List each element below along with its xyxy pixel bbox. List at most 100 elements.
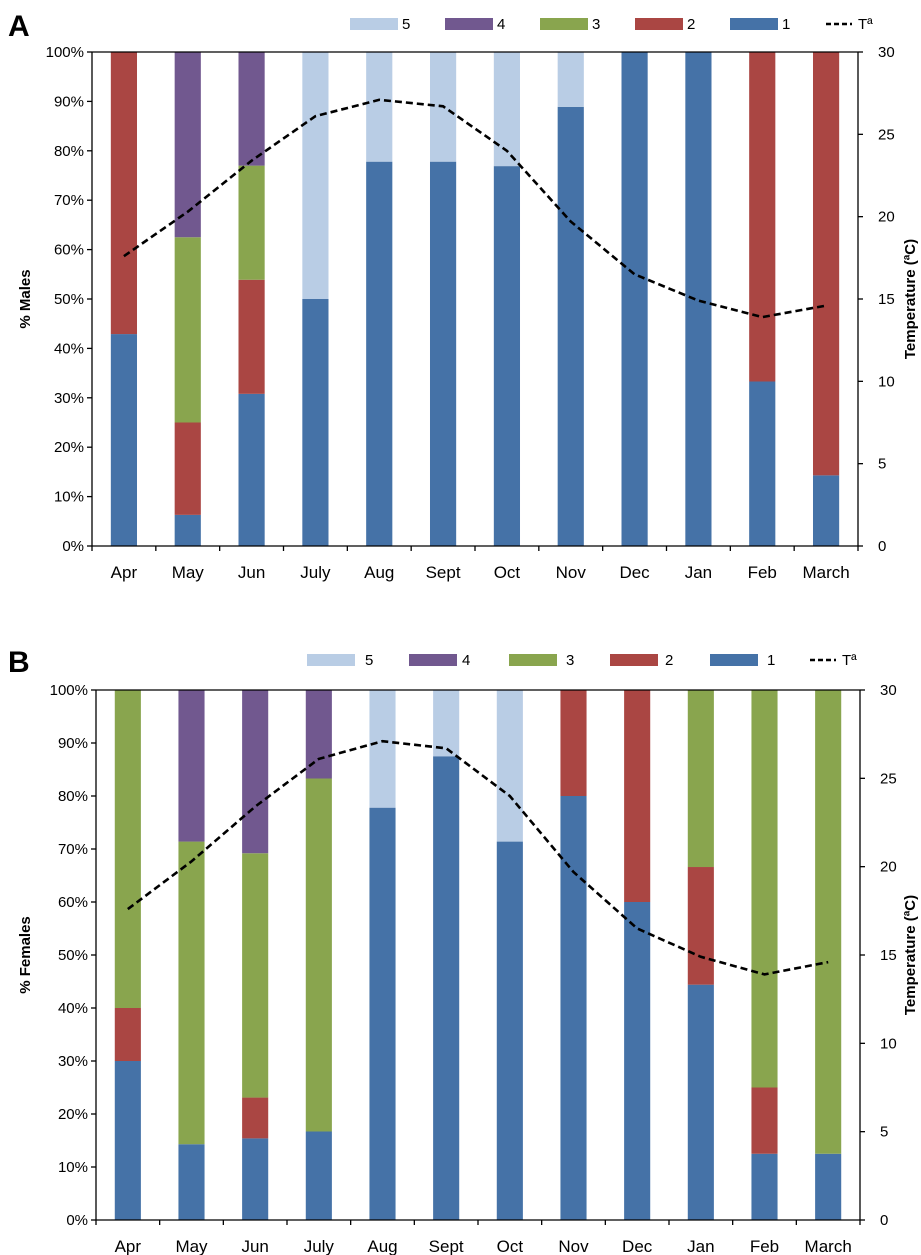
y-tick-label: 80%	[58, 788, 88, 805]
y-axis-title: % Males	[17, 269, 34, 328]
bar-series-1-dec	[621, 52, 648, 546]
bar-series-1-jun	[242, 1138, 269, 1220]
y-tick-label: 10%	[54, 489, 84, 506]
bar-series-3-march	[815, 690, 842, 1154]
panel-label: A	[8, 10, 30, 43]
x-tick-label: Nov	[558, 1237, 589, 1255]
y-tick-label: 80%	[54, 143, 84, 160]
y-axis-title: % Females	[17, 916, 34, 994]
legend-swatch-5	[350, 18, 398, 30]
y-tick-label: 30%	[58, 1053, 88, 1070]
legend: 5 4 3 2 1 Tª	[307, 652, 857, 669]
y-tick-label: 40%	[54, 340, 84, 357]
y2-tick-label: 10	[880, 1035, 897, 1052]
chart-panel-B: B0%10%20%30%40%50%60%70%80%90%100%051015…	[8, 646, 919, 1255]
legend-swatch-1	[710, 654, 758, 666]
y2-tick-label: 0	[878, 538, 886, 555]
y2-tick-label: 5	[878, 456, 886, 473]
bar-series-1-sept	[433, 756, 460, 1220]
bar-series-2-nov	[560, 690, 587, 796]
bar-series-1-jun	[238, 393, 265, 546]
legend-label-1: 1	[767, 652, 775, 669]
bar-series-4-may	[178, 690, 205, 842]
x-tick-label: Jun	[238, 563, 265, 582]
y-tick-label: 100%	[46, 44, 84, 61]
bars-group	[110, 52, 840, 547]
y-tick-label: 50%	[54, 291, 84, 308]
bar-series-1-may	[178, 1144, 205, 1220]
bar-series-1-feb	[751, 1153, 778, 1220]
y-tick-label: 70%	[58, 841, 88, 858]
legend: 5 4 3 2 1 Tª	[350, 16, 873, 33]
y2-tick-label: 15	[878, 291, 895, 308]
x-tick-label: Apr	[115, 1237, 142, 1255]
bar-series-1-apr	[114, 1061, 141, 1220]
bar-series-3-jun	[242, 853, 269, 1098]
bar-series-1-july	[302, 299, 329, 546]
bar-series-1-sept	[429, 161, 457, 546]
legend-label-4: 4	[462, 652, 470, 669]
legend-label-5: 5	[402, 16, 410, 33]
temperature-line	[123, 98, 827, 319]
x-tick-label: Oct	[497, 1237, 524, 1255]
y2-tick-label: 5	[880, 1124, 888, 1141]
x-tick-label: Jan	[685, 563, 712, 582]
bar-series-1-aug	[369, 807, 396, 1220]
bar-series-2-jan	[687, 867, 714, 985]
bar-series-3-apr	[114, 690, 141, 1008]
y-tick-label: 90%	[58, 735, 88, 752]
bar-series-3-may	[174, 237, 201, 423]
x-tick-label: Dec	[619, 563, 650, 582]
bar-series-2-may	[174, 422, 201, 515]
bar-series-1-jan	[685, 52, 712, 546]
bar-series-4-jun	[242, 690, 269, 854]
bar-series-1-nov	[557, 106, 584, 547]
bar-series-5-nov	[557, 52, 584, 107]
y-tick-label: 10%	[58, 1159, 88, 1176]
y2-tick-label: 0	[880, 1212, 888, 1229]
bar-series-2-jun	[242, 1097, 269, 1139]
legend-label-temperature: Tª	[858, 16, 873, 33]
x-tick-label: Apr	[111, 563, 138, 582]
x-tick-label: July	[304, 1237, 335, 1255]
y-tick-label: 90%	[54, 93, 84, 110]
legend-swatch-5	[307, 654, 355, 666]
y-tick-label: 20%	[54, 439, 84, 456]
bar-series-2-apr	[110, 52, 138, 335]
x-tick-label: Oct	[494, 563, 521, 582]
legend-swatch-3	[540, 18, 588, 30]
x-tick-label: Feb	[750, 1237, 779, 1255]
x-tick-label: July	[300, 563, 331, 582]
bar-series-5-july	[302, 52, 329, 299]
legend-swatch-2	[635, 18, 683, 30]
bar-series-1-oct	[496, 841, 523, 1220]
bar-series-1-march	[812, 475, 840, 546]
legend-label-2: 2	[665, 652, 673, 669]
chart-panel-A: A0%10%20%30%40%50%60%70%80%90%100%051015…	[8, 10, 919, 582]
bar-series-1-jan	[687, 984, 714, 1220]
legend-swatch-1	[730, 18, 778, 30]
x-tick-label: Feb	[748, 563, 777, 582]
panel-label: B	[8, 646, 30, 679]
x-tick-label: March	[805, 1237, 852, 1255]
y-tick-label: 0%	[66, 1212, 88, 1229]
x-tick-label: May	[172, 563, 205, 582]
bar-series-1-may	[174, 514, 201, 546]
y-tick-label: 40%	[58, 1000, 88, 1017]
temperature-line	[127, 739, 829, 976]
bar-series-1-july	[305, 1131, 332, 1220]
y-tick-label: 100%	[50, 682, 88, 699]
bar-series-1-oct	[493, 166, 521, 546]
legend-label-1: 1	[782, 16, 790, 33]
bar-series-1-nov	[560, 796, 587, 1220]
x-tick-label: March	[802, 563, 849, 582]
y2-tick-label: 20	[880, 859, 897, 876]
y2-tick-label: 30	[880, 682, 897, 699]
bars-group	[114, 690, 842, 1220]
y2-tick-label: 25	[878, 126, 895, 143]
x-tick-label: Sept	[426, 563, 461, 582]
bar-series-5-aug	[369, 690, 396, 808]
bar-series-5-aug	[366, 52, 393, 162]
bar-series-5-oct	[493, 52, 521, 167]
